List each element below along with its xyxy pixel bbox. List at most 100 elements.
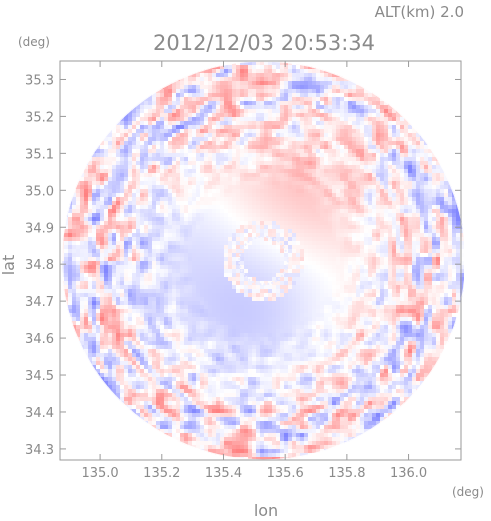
field-cell <box>276 185 280 189</box>
field-cell <box>288 193 292 197</box>
field-cell <box>152 269 156 273</box>
field-cell <box>240 173 244 177</box>
field-cell <box>112 165 116 169</box>
field-cell <box>240 105 244 109</box>
field-cell <box>172 209 176 213</box>
field-cell <box>76 257 80 261</box>
field-cell <box>348 173 352 177</box>
field-cell <box>244 289 248 293</box>
field-cell <box>340 261 344 265</box>
field-cell <box>264 265 268 269</box>
field-cell <box>276 245 280 249</box>
field-cell <box>336 217 340 221</box>
field-cell <box>176 253 180 257</box>
field-cell <box>224 125 228 129</box>
field-cell <box>160 133 164 137</box>
field-cell <box>412 249 416 253</box>
field-cell <box>160 277 164 281</box>
field-cell <box>312 209 316 213</box>
field-cell <box>404 277 408 281</box>
field-cell <box>340 229 344 233</box>
field-cell <box>96 149 100 153</box>
field-cell <box>204 217 208 221</box>
field-cell <box>172 157 176 161</box>
field-cell <box>176 133 180 137</box>
field-cell <box>400 137 404 141</box>
field-cell <box>380 133 384 137</box>
field-cell <box>164 141 168 145</box>
field-cell <box>360 225 364 229</box>
field-cell <box>336 285 340 289</box>
field-cell <box>400 201 404 205</box>
field-cell <box>192 117 196 121</box>
field-cell <box>88 205 92 209</box>
field-cell <box>268 69 272 73</box>
field-cell <box>392 113 396 117</box>
field-cell <box>120 149 124 153</box>
field-cell <box>204 221 208 225</box>
field-cell <box>216 229 220 233</box>
field-cell <box>360 177 364 181</box>
field-cell <box>292 237 296 241</box>
field-cell <box>136 269 140 273</box>
field-cell <box>324 237 328 241</box>
field-cell <box>248 193 252 197</box>
field-cell <box>432 213 436 217</box>
field-cell <box>244 69 248 73</box>
field-cell <box>156 209 160 213</box>
field-cell <box>412 273 416 277</box>
field-cell <box>216 213 220 217</box>
field-cell <box>396 141 400 145</box>
field-cell <box>284 209 288 213</box>
field-cell <box>428 241 432 245</box>
field-cell <box>112 137 116 141</box>
field-cell <box>168 281 172 285</box>
field-cell <box>160 225 164 229</box>
field-cell <box>276 113 280 117</box>
field-cell <box>168 121 172 125</box>
field-cell <box>156 133 160 137</box>
field-cell <box>120 245 124 249</box>
field-cell <box>324 133 328 137</box>
field-cell <box>252 113 256 117</box>
field-cell <box>236 173 240 177</box>
field-cell <box>432 253 436 257</box>
field-cell <box>276 69 280 73</box>
field-cell <box>284 193 288 197</box>
field-cell <box>96 193 100 197</box>
field-cell <box>320 85 324 89</box>
field-cell <box>260 249 264 253</box>
field-cell <box>284 165 288 169</box>
field-cell <box>236 233 240 237</box>
field-cell <box>304 193 308 197</box>
field-cell <box>244 81 248 85</box>
field-cell <box>180 197 184 201</box>
field-cell <box>220 73 224 77</box>
field-cell <box>296 241 300 245</box>
field-cell <box>144 173 148 177</box>
field-cell <box>88 221 92 225</box>
field-cell <box>416 193 420 197</box>
field-cell <box>300 233 304 237</box>
field-cell <box>212 181 216 185</box>
field-cell <box>320 177 324 181</box>
field-cell <box>156 161 160 165</box>
field-cell <box>208 257 212 261</box>
field-cell <box>236 241 240 245</box>
field-cell <box>348 189 352 193</box>
field-cell <box>312 117 316 121</box>
field-cell <box>352 241 356 245</box>
field-cell <box>336 245 340 249</box>
field-cell <box>192 241 196 245</box>
field-cell <box>108 169 112 173</box>
field-cell <box>236 257 240 261</box>
field-cell <box>428 277 432 281</box>
field-cell <box>352 121 356 125</box>
field-cell <box>216 69 220 73</box>
field-cell <box>128 173 132 177</box>
field-cell <box>344 177 348 181</box>
field-cell <box>288 189 292 193</box>
field-cell <box>136 157 140 161</box>
field-cell <box>408 125 412 129</box>
field-cell <box>272 193 276 197</box>
